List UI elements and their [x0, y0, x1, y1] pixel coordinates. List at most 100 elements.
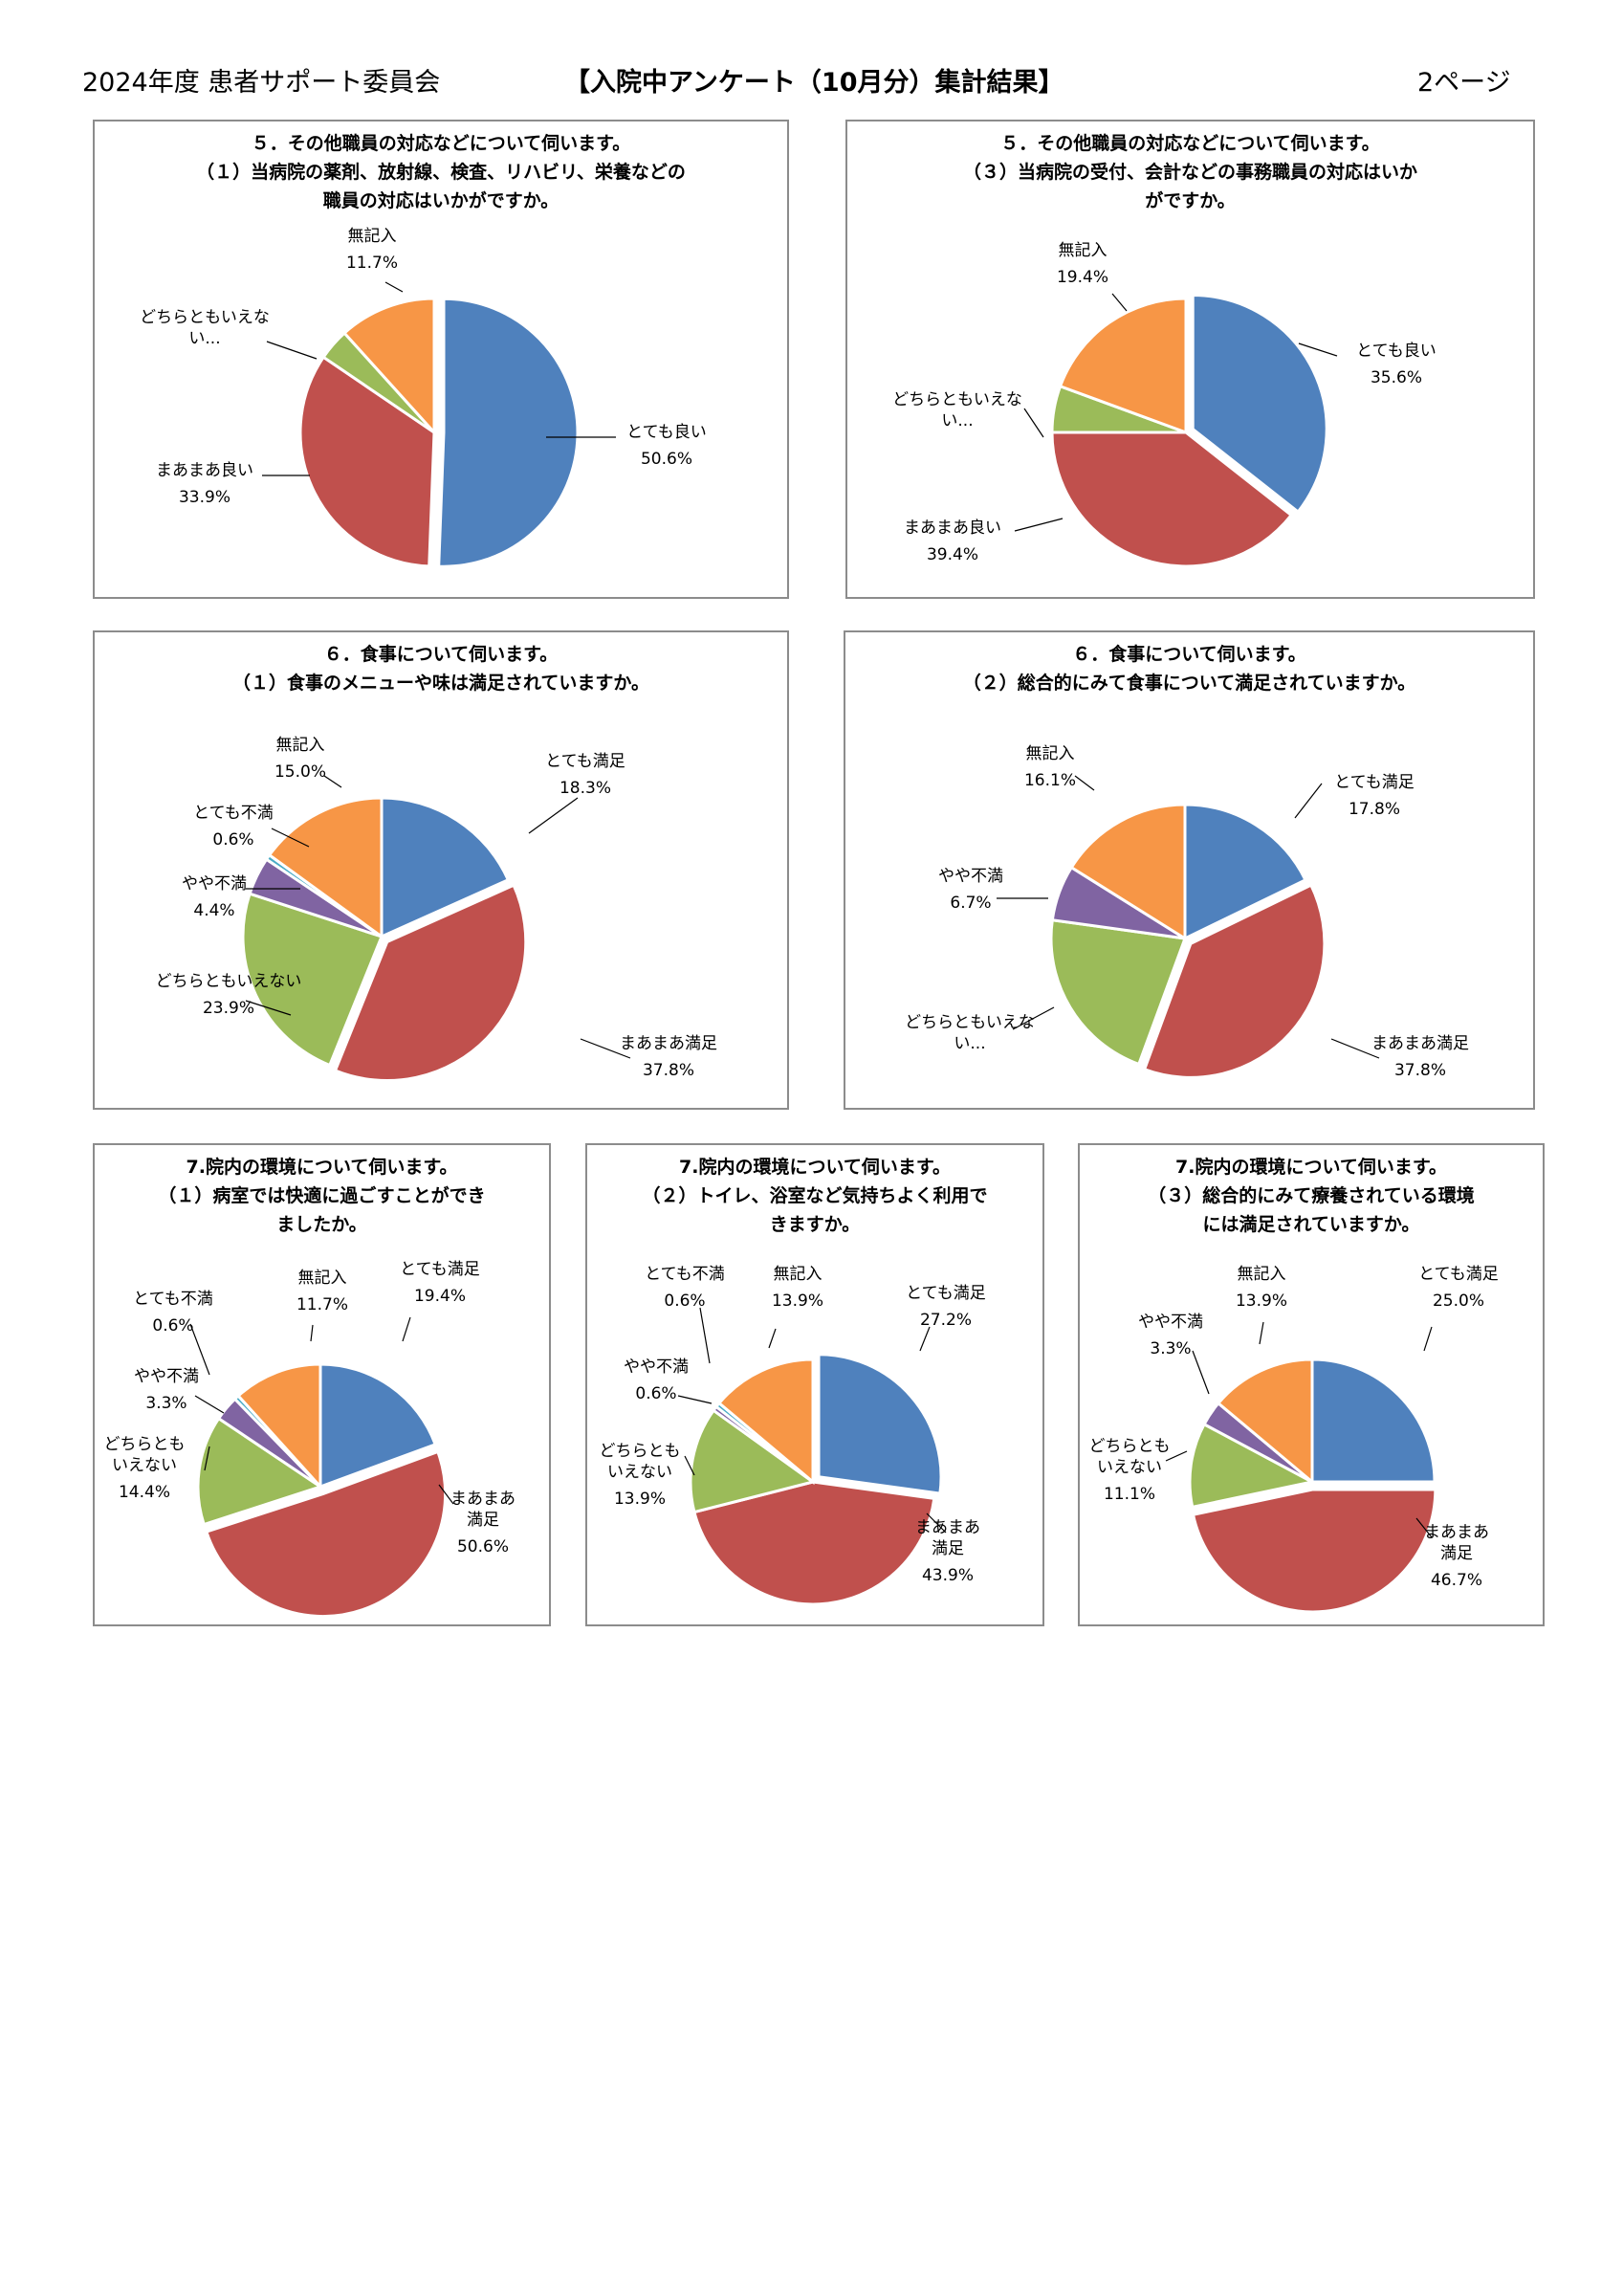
slice-value: 6.7%: [950, 894, 991, 913]
pie-slice: [689, 1408, 817, 1514]
slice-label: やや不満 4.4%: [182, 874, 247, 920]
pie-svg: とても良い 35.6% まあまあ良い 39.4% どちらともいえない... 無記入 19.4…: [892, 241, 1437, 568]
slice-label-line: まあまあ: [450, 1490, 515, 1509]
slice-label-line: やや不満: [134, 1367, 199, 1386]
slice-label: 無記入 13.9%: [1236, 1265, 1287, 1311]
leader-line: [1259, 1321, 1264, 1345]
slice-label: やや不満 3.3%: [134, 1367, 199, 1413]
slice-label-line: い...: [188, 329, 220, 348]
slice-label-line: やや不満: [1138, 1313, 1203, 1332]
slice-value: 13.9%: [1236, 1292, 1287, 1311]
slice-label-line: どちらとも: [1089, 1437, 1171, 1456]
slice-value: 37.8%: [643, 1061, 694, 1080]
leader-line: [1423, 1326, 1433, 1352]
pie-slice: [241, 892, 384, 1068]
slice-label: 無記入 13.9%: [772, 1265, 823, 1311]
slice-label-line: まあまあ良い: [156, 461, 253, 480]
pie-slice: [1188, 1422, 1317, 1510]
slice-label-line: まあまあ満足: [1371, 1034, 1469, 1053]
pie-slice: [298, 355, 436, 568]
chart-title-line: （２）総合的にみて食事について満足されていますか。: [962, 673, 1416, 694]
slice-label-line: 無記入: [1059, 241, 1108, 260]
slice-label: どちらともいえない 23.9%: [156, 972, 302, 1018]
slice-label: とても満足 25.0%: [1418, 1265, 1499, 1311]
slice-label: とても不満 0.6%: [133, 1290, 213, 1336]
slice-value: 0.6%: [635, 1384, 676, 1403]
slice-value: 37.8%: [1394, 1061, 1446, 1080]
slice-value: 15.0%: [274, 762, 326, 782]
pie-chart-staff-clerical: ５．その他職員の対応などについて伺います。 （３）当病院の受付、会計などの事務職員…: [845, 120, 1535, 599]
slice-value: 4.4%: [193, 901, 234, 920]
chart-title-line: （１）当病院の薬剤、放射線、検査、リハビリ、栄養などの: [196, 162, 686, 183]
slice-label-line: いえない: [112, 1456, 177, 1475]
slice-label: まあまあ満足 46.7%: [1424, 1523, 1489, 1590]
slice-label: 無記入 16.1%: [1024, 744, 1076, 790]
chart-title: 7.院内の環境について伺います。 （１）病室では快適に過ごすことができ ましたか。: [95, 1153, 549, 1239]
chart-title-line: ５．その他職員の対応などについて伺います。: [251, 133, 631, 154]
slice-label: 無記入 15.0%: [274, 736, 326, 782]
chart-title-line: 7.院内の環境について伺います。: [186, 1157, 458, 1178]
slice-label: やや不満 0.6%: [624, 1358, 689, 1403]
slice-label: どちらともいえない...: [905, 1013, 1035, 1053]
pie-slice: [1216, 1358, 1314, 1486]
slice-label-line: どちらともいえない: [156, 972, 302, 991]
leader-line: [768, 1328, 777, 1349]
pie-slice: [1310, 1358, 1437, 1484]
slice-value: 43.9%: [922, 1566, 974, 1585]
pie-svg: とても満足 19.4% まあまあ満足 50.6% どちらともいえない 14.4% やや不満 3…: [104, 1260, 515, 1619]
leader-line: [266, 341, 318, 360]
leader-line: [580, 1038, 631, 1059]
pie-slice: [1058, 297, 1188, 435]
slice-label-line: どちらとも: [104, 1435, 186, 1454]
pie-slice: [380, 796, 511, 939]
chart-title-line: ましたか。: [276, 1214, 367, 1235]
slice-label: とても不満 0.6%: [645, 1265, 725, 1311]
slice-label-line: 満足: [467, 1511, 499, 1530]
chart-title-line: ６．食事について伺います。: [1072, 644, 1306, 665]
chart-title-line: ６．食事について伺います。: [323, 644, 559, 665]
leader-line: [204, 1446, 210, 1471]
slice-label: どちらともいえない...: [892, 390, 1022, 430]
slice-value: 3.3%: [1150, 1339, 1191, 1358]
slice-label-line: とても不満: [193, 804, 274, 823]
slice-value: 50.6%: [457, 1537, 509, 1556]
slice-label-line: まあまあ: [1424, 1523, 1489, 1542]
slice-label-line: とても満足: [545, 752, 625, 771]
chart-title-line: （３）当病院の受付、会計などの事務職員の対応はいか: [962, 162, 1417, 183]
pie-slice: [196, 1416, 324, 1527]
slice-label: とても良い 35.6%: [1356, 342, 1437, 387]
leader-line: [1192, 1350, 1210, 1395]
chart-title-line: ５．その他職員の対応などについて伺います。: [1000, 133, 1380, 154]
chart-title-line: （１）食事のメニューや味は満足されていますか。: [231, 673, 650, 694]
leader-line: [1165, 1450, 1188, 1462]
chart-title-line: 職員の対応はいかがですか。: [322, 190, 559, 211]
slice-label-line: 無記入: [1026, 744, 1075, 763]
leader-line: [684, 1455, 695, 1476]
pie-svg: とても満足 27.2% まあまあ満足 43.9% どちらともいえない 13.9% やや不満 0…: [600, 1265, 986, 1606]
chart-title: ５．その他職員の対応などについて伺います。 （１）当病院の薬剤、放射線、検査、リハ…: [95, 129, 787, 215]
pie-svg: とても満足 25.0% まあまあ満足 46.7% どちらともいえない 11.1% やや不満 3…: [1089, 1265, 1499, 1614]
slice-label: とても満足 19.4%: [400, 1260, 480, 1306]
pie-slice: [817, 1353, 943, 1495]
slice-label: やや不満 3.3%: [1138, 1313, 1203, 1358]
leader-line: [677, 1395, 713, 1404]
slice-label-line: どちらともいえな: [140, 308, 270, 327]
slice-value: 25.0%: [1433, 1292, 1484, 1311]
slice-label: とても不満 0.6%: [193, 804, 274, 850]
slice-label-line: 無記入: [298, 1269, 347, 1288]
slice-label-line: とても良い: [1356, 342, 1437, 361]
slice-label: どちらともいえない...: [140, 308, 270, 348]
slice-label: まあまあ満足 50.6%: [450, 1490, 515, 1556]
pie-slice: [1050, 430, 1294, 568]
chart-title-line: には満足されていますか。: [1202, 1214, 1420, 1235]
slice-label-line: まあまあ良い: [904, 519, 1001, 538]
slice-label-line: い...: [954, 1034, 985, 1053]
slice-label-line: いえない: [1097, 1458, 1162, 1477]
header-committee: 2024年度 患者サポート委員会: [82, 68, 441, 98]
slice-label-line: まあまあ: [915, 1518, 980, 1537]
leader-line: [271, 828, 310, 848]
pie-svg: とても良い 50.6% まあまあ良い 33.9% どちらともいえない... 無記入 11.7…: [140, 227, 707, 568]
slice-label-line: どちらとも: [600, 1442, 681, 1461]
leader-line: [323, 775, 342, 788]
slice-label-line: い...: [941, 411, 973, 430]
